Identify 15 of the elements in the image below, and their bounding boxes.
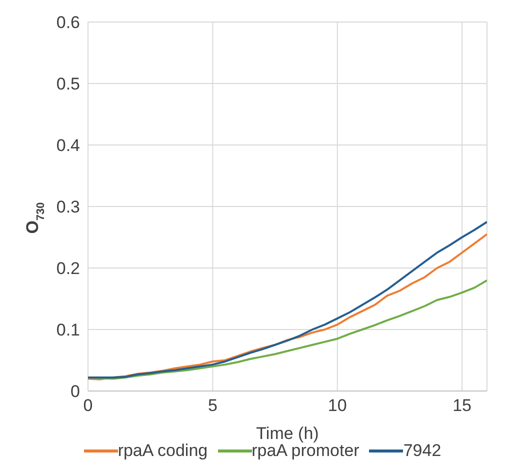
x-tick-label: 5 xyxy=(208,396,218,416)
y-tick-label: 0.3 xyxy=(56,198,80,217)
legend-label: 7942 xyxy=(403,441,442,461)
x-tick-label: 15 xyxy=(452,396,472,416)
y-tick-label: 0.1 xyxy=(56,320,80,340)
legend-label: rpaA promoter xyxy=(252,441,360,461)
legend-label: rpaA coding xyxy=(118,441,208,461)
y-tick-label: 0.2 xyxy=(56,259,80,278)
y-tick-label: 0.5 xyxy=(56,74,80,94)
x-tick-label: 10 xyxy=(328,396,347,416)
y-tick-label: 0.6 xyxy=(56,13,80,32)
y-tick-label: 0.4 xyxy=(56,136,80,156)
y-tick-label: 0 xyxy=(70,382,80,402)
x-tick-label: 0 xyxy=(83,396,93,416)
x-axis-title: Time (h) xyxy=(256,424,319,443)
